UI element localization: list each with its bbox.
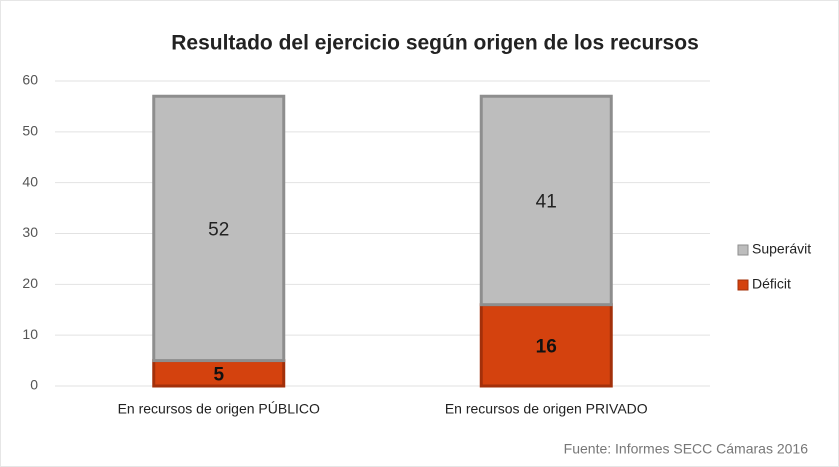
x-tick-label: En recursos de origen PÚBLICO	[118, 401, 320, 417]
legend-swatch	[737, 244, 749, 256]
data-label: 41	[536, 191, 557, 212]
bar-segment	[479, 303, 613, 388]
data-label: 16	[536, 336, 557, 357]
legend-swatch	[737, 279, 749, 291]
data-label: 5	[213, 364, 224, 385]
chart-title: Resultado del ejercicio según origen de …	[171, 32, 699, 55]
y-tick-label: 50	[22, 123, 38, 139]
x-tick-label: En recursos de origen PRIVADO	[445, 401, 648, 417]
legend-label: Déficit	[752, 276, 791, 292]
bar-segment	[479, 94, 613, 307]
y-tick-label: 0	[30, 377, 38, 393]
y-tick-label: 60	[22, 72, 38, 88]
legend-label: Superávit	[752, 241, 811, 257]
y-tick-label: 40	[22, 173, 38, 189]
y-tick-label: 30	[22, 224, 38, 240]
source-note: Fuente: Informes SECC Cámaras 2016	[564, 441, 809, 457]
y-tick-label: 10	[22, 326, 38, 342]
y-tick-label: 20	[22, 275, 38, 291]
bar-segment	[152, 359, 286, 388]
data-label: 52	[208, 219, 229, 240]
bar-segment	[152, 94, 286, 363]
